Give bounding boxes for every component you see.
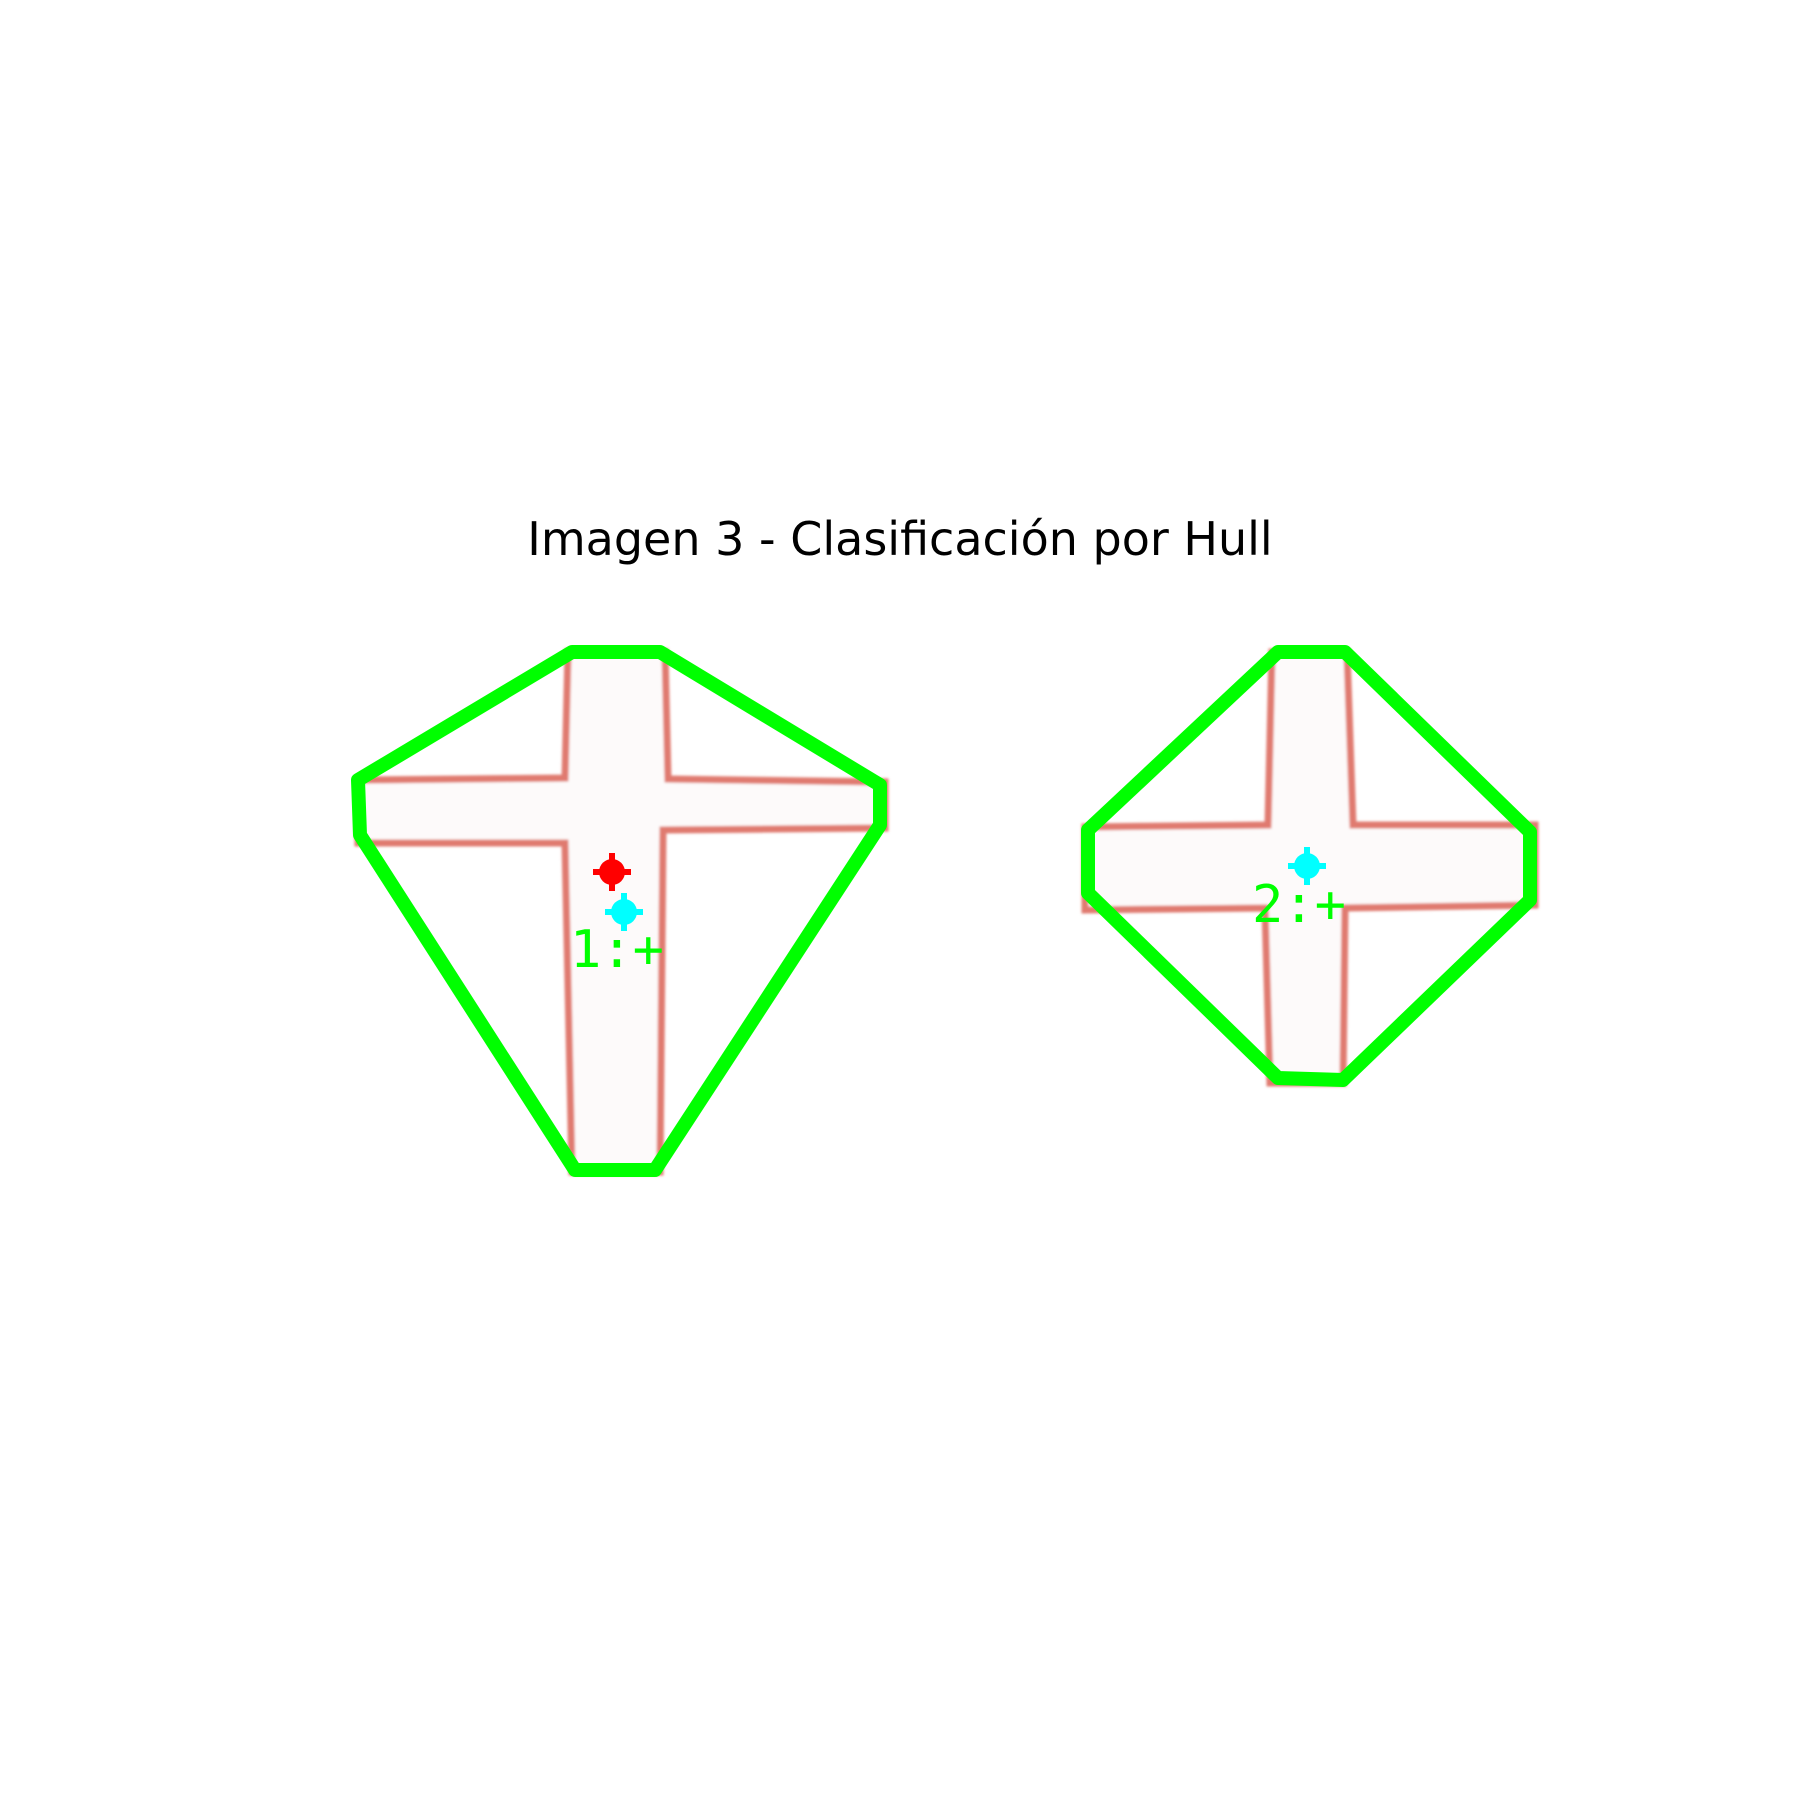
figure-title: Imagen 3 - Clasificación por Hull (527, 512, 1273, 566)
object-label-2: 2:+ (1252, 875, 1346, 935)
object-1: 1:+ (351, 645, 889, 1177)
object-2: 2:+ (1081, 645, 1539, 1087)
centroid-cyan-marker-1 (605, 893, 643, 931)
object-label-1: 1:+ (570, 920, 664, 980)
convex-hull-1 (351, 645, 887, 1177)
centroid-red-marker (593, 853, 631, 891)
centroid-cyan-marker-2 (1288, 847, 1326, 885)
convex-hull-2 (1081, 645, 1537, 1087)
